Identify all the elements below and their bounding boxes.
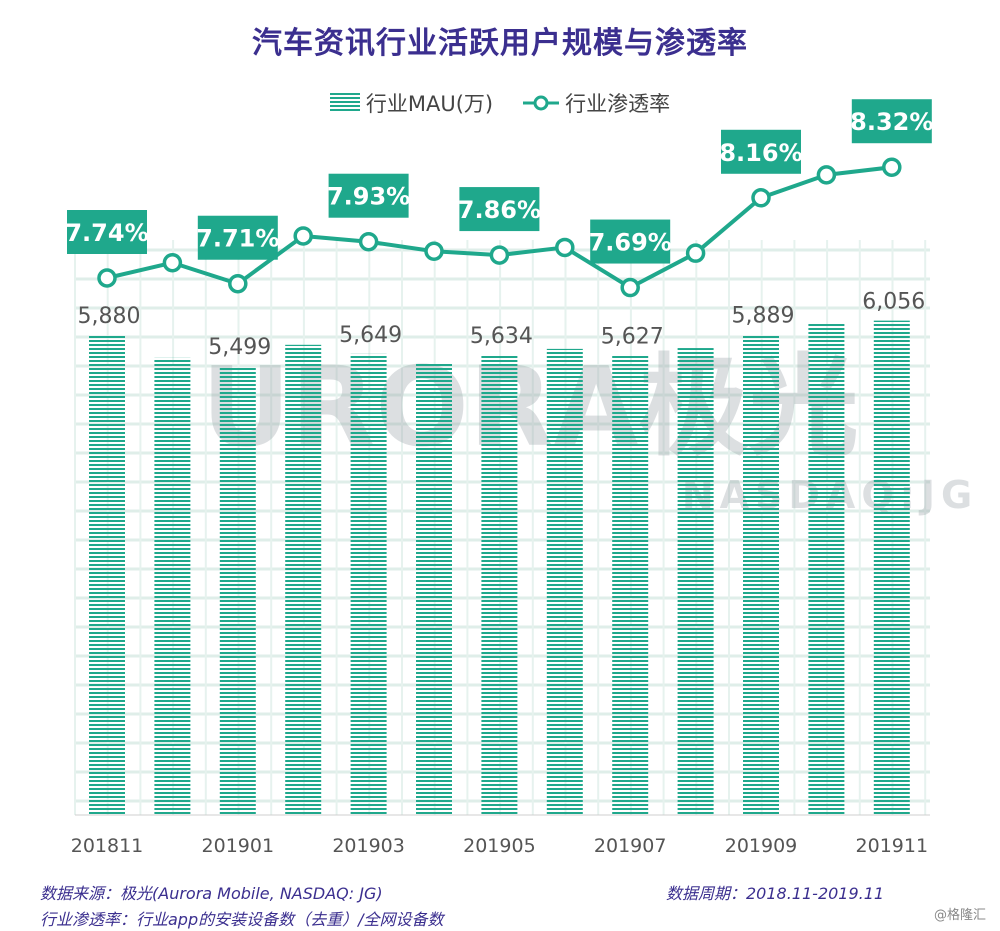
line-point-201811 xyxy=(97,268,117,288)
rate-label-box-201909 xyxy=(721,129,801,174)
rate-label-box-201901 xyxy=(197,215,278,260)
x-tick-201811: 201811 xyxy=(71,835,144,857)
x-axis-ticks: 201811 201901 201903 201905 201907 201909 2019… xyxy=(71,835,928,857)
rate-label-201811: 7.74% xyxy=(65,219,148,247)
line-point-201902 xyxy=(293,226,313,246)
line-point-201903 xyxy=(358,231,379,252)
line-point-201905 xyxy=(489,245,510,265)
line-point-201904 xyxy=(424,241,444,262)
x-tick-201909: 201909 xyxy=(725,835,798,857)
rate-label-box-201811 xyxy=(67,210,147,254)
rate-label-201907: 7.69% xyxy=(589,229,672,257)
chart-title: 汽车资讯行业活跃用户规模与渗透率 xyxy=(252,26,748,61)
bar-201911 xyxy=(873,320,910,815)
bar-201901 xyxy=(219,366,256,815)
line-point-201812 xyxy=(162,252,183,273)
rate-label-201909: 8.16% xyxy=(719,139,802,167)
x-tick-201903: 201903 xyxy=(332,835,405,857)
bar-label-201905: 5,634 xyxy=(470,324,533,349)
data-labels: 7.74% 5,880 7.71% 5,499 7.93% 5,649 7.86% 5,634… xyxy=(65,99,933,360)
line-point-201909 xyxy=(751,188,771,208)
legend-bar-swatch xyxy=(329,93,360,113)
rate-label-box-201903 xyxy=(328,173,409,218)
penetration-line xyxy=(97,157,902,298)
bar-201903 xyxy=(350,353,387,815)
bar-201905 xyxy=(481,355,518,815)
line-point-201910 xyxy=(816,165,837,185)
legend-label-mau: 行业MAU(万) xyxy=(365,92,494,116)
legend: 行业MAU(万) 行业渗透率 xyxy=(0,88,1000,118)
bar-label-201907: 5,627 xyxy=(601,325,664,350)
line-point-201906 xyxy=(555,237,575,258)
rate-label-box-201907 xyxy=(590,219,671,264)
legend-line-marker-icon xyxy=(523,95,560,111)
bar-201909 xyxy=(743,334,779,815)
x-tick-201901: 201901 xyxy=(202,835,275,857)
rate-label-201905: 7.86% xyxy=(458,196,541,224)
line-point-201908 xyxy=(685,243,706,263)
bar-201908 xyxy=(677,348,714,815)
rate-label-201903: 7.93% xyxy=(327,183,410,211)
footer-source: 数据来源：极光(Aurora Mobile, NASDAQ: JG) xyxy=(40,884,383,903)
bar-201811 xyxy=(89,335,125,815)
bar-201907 xyxy=(612,355,649,815)
line-point-201911 xyxy=(882,157,902,177)
bar-201906 xyxy=(546,348,583,815)
rate-label-box-201911 xyxy=(851,99,932,144)
footer-period: 数据周期：2018.11-2019.11 xyxy=(666,884,885,903)
bar-201904 xyxy=(416,362,452,815)
rate-label-box-201905 xyxy=(459,187,540,232)
line-point-201907 xyxy=(620,277,640,298)
footer-definition: 行业渗透率：行业app的安装设备数（去重）/全网设备数 xyxy=(40,910,444,929)
rate-label-201901: 7.71% xyxy=(196,225,279,253)
corner-watermark: @格隆汇 xyxy=(933,908,986,923)
line-point-201901 xyxy=(228,273,248,294)
x-tick-201911: 201911 xyxy=(856,835,929,857)
bar-201812 xyxy=(154,357,191,815)
bar-label-201911: 6,056 xyxy=(862,290,925,315)
legend-item-mau: 行业MAU(万) xyxy=(329,88,494,118)
bar-201910 xyxy=(808,323,845,815)
x-tick-201905: 201905 xyxy=(463,835,536,857)
rate-label-201911: 8.32% xyxy=(850,108,933,136)
bar-label-201811: 5,880 xyxy=(78,304,141,329)
bar-label-201901: 5,499 xyxy=(208,335,271,360)
bar-label-201909: 5,889 xyxy=(732,303,795,328)
bars xyxy=(89,320,910,815)
legend-item-penetration: 行业渗透率 xyxy=(523,88,670,118)
legend-label-penetration: 行业渗透率 xyxy=(565,92,671,116)
bar-201902 xyxy=(285,344,322,815)
x-tick-201907: 201907 xyxy=(594,835,667,857)
bar-label-201903: 5,649 xyxy=(339,323,402,348)
